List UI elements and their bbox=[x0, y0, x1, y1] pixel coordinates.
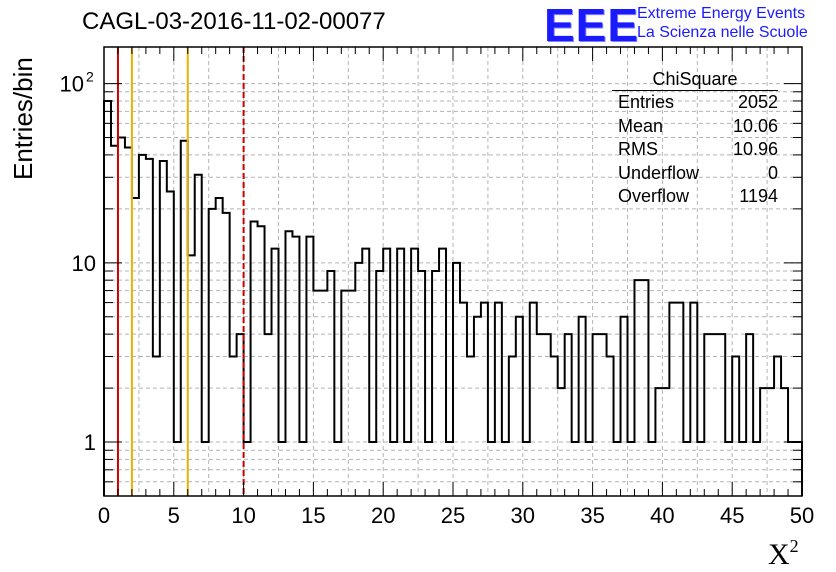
x-tick-label: 25 bbox=[441, 503, 465, 528]
stats-title: ChiSquare bbox=[612, 68, 778, 91]
stats-value: 0 bbox=[767, 162, 778, 183]
stats-value: 2052 bbox=[737, 92, 778, 112]
x-axis-label-sup: 2 bbox=[789, 536, 799, 556]
stats-label: Entries bbox=[618, 92, 675, 112]
x-tick-label: 0 bbox=[98, 503, 110, 528]
y-tick-label: 1 bbox=[84, 430, 96, 455]
x-tick-label: 10 bbox=[231, 503, 255, 528]
logo-line-1: Extreme Energy Events bbox=[637, 5, 806, 22]
stats-label: Underflow bbox=[618, 162, 700, 183]
y-tick-label-exponent: 2 bbox=[86, 69, 94, 85]
x-tick-label: 30 bbox=[511, 503, 535, 528]
x-tick-label: 35 bbox=[580, 503, 604, 528]
y-tick-label: 10 bbox=[60, 72, 84, 97]
x-axis-label-base: X bbox=[768, 538, 790, 571]
stats-row: Mean 10.06 bbox=[612, 115, 778, 139]
eee-logo: EEE bbox=[544, 0, 640, 51]
logo-text: Extreme Energy Events La Scienza nelle S… bbox=[637, 4, 808, 42]
x-tick-label: 50 bbox=[790, 503, 814, 528]
x-tick-label: 40 bbox=[650, 503, 674, 528]
x-axis-label: X2 bbox=[768, 536, 799, 572]
stats-row: Entries 2052 bbox=[612, 91, 778, 115]
stats-row: Overflow 1194 bbox=[612, 185, 778, 209]
stats-box: ChiSquare Entries 2052 Mean 10.06 RMS 10.96… bbox=[612, 68, 778, 209]
x-tick-label: 15 bbox=[301, 503, 325, 528]
stats-label: Mean bbox=[618, 115, 664, 136]
stats-label: Overflow bbox=[618, 186, 690, 206]
stats-row: RMS 10.96 bbox=[612, 138, 778, 162]
stats-row: Underflow 0 bbox=[612, 162, 778, 186]
stats-value: 10.96 bbox=[732, 139, 778, 159]
y-tick-label: 10 bbox=[72, 251, 96, 276]
x-tick-label: 5 bbox=[168, 503, 180, 528]
stats-value: 10.06 bbox=[732, 115, 778, 136]
x-tick-label: 45 bbox=[720, 503, 744, 528]
x-tick-label: 20 bbox=[371, 503, 395, 528]
stats-label: RMS bbox=[618, 139, 658, 159]
stats-value: 1194 bbox=[739, 186, 778, 206]
histogram-series bbox=[103, 99, 803, 496]
logo-line-2: La Scienza nelle Scuole bbox=[637, 24, 808, 41]
chart-title: CAGL-03-2016-11-02-00077 bbox=[82, 8, 386, 35]
y-axis-label: Entries/bin bbox=[8, 57, 38, 180]
